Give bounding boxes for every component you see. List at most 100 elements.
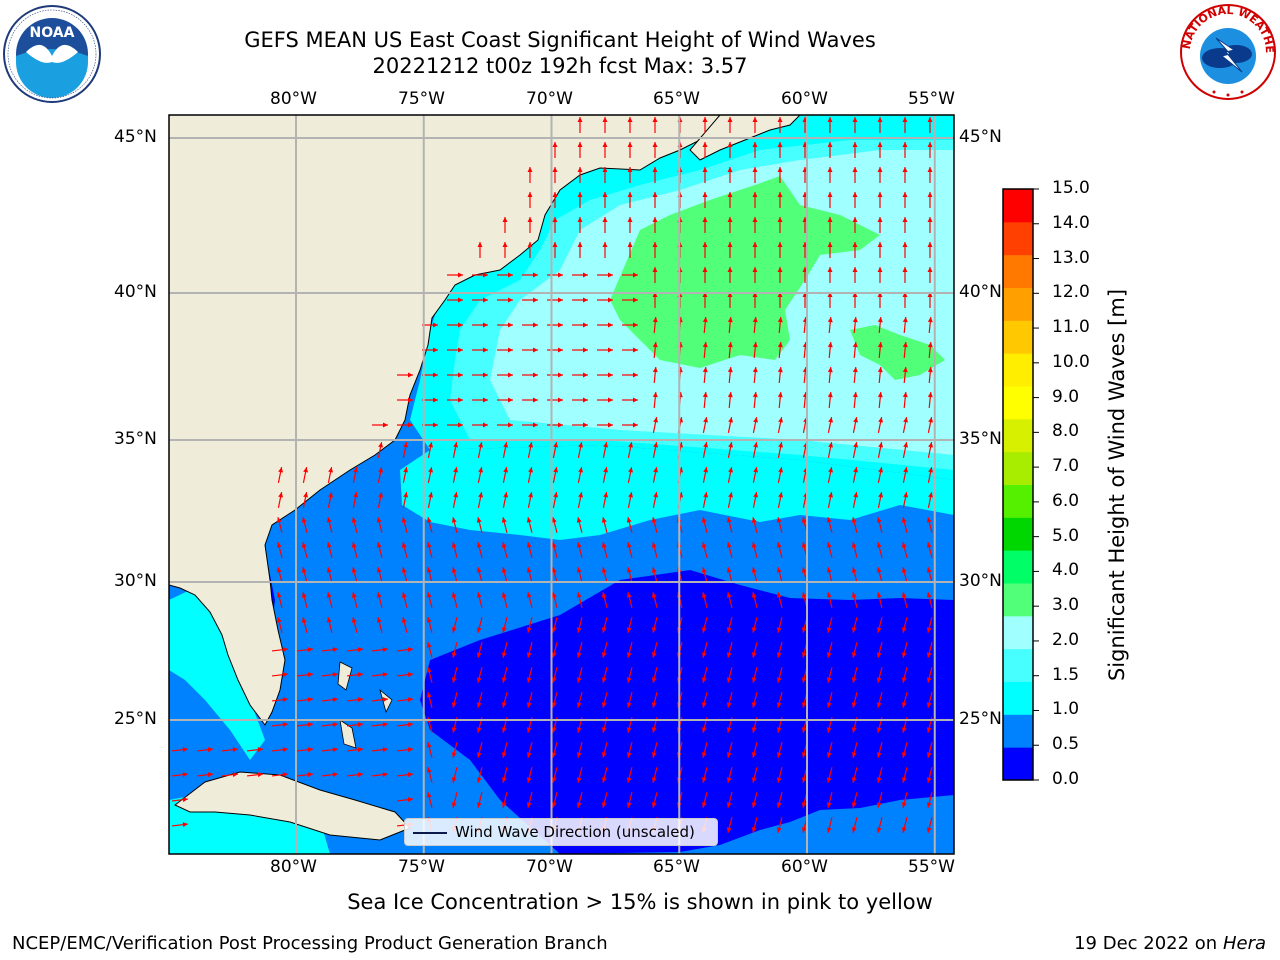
wave-arrow bbox=[902, 142, 908, 158]
wave-arrow bbox=[652, 217, 658, 233]
wave-arrow bbox=[626, 767, 633, 783]
nws-logo: NATIONAL WEATHER SERVICE bbox=[1178, 2, 1276, 100]
wave-arrow bbox=[876, 617, 883, 633]
wave-arrow bbox=[377, 467, 384, 483]
wave-arrow bbox=[827, 391, 833, 409]
wave-arrow bbox=[451, 592, 458, 608]
wave-arrow bbox=[702, 391, 708, 409]
wave-arrow bbox=[296, 772, 314, 778]
wave-arrow bbox=[876, 642, 883, 658]
wave-arrow bbox=[351, 567, 358, 583]
wave-arrow bbox=[902, 117, 908, 133]
wave-arrow bbox=[501, 692, 508, 708]
wave-arrow bbox=[276, 567, 283, 583]
wave-arrow bbox=[597, 397, 613, 403]
wave-arrow bbox=[726, 592, 733, 608]
wave-arrow bbox=[702, 316, 708, 334]
wave-arrow bbox=[827, 492, 834, 508]
wave-arrow bbox=[376, 592, 383, 608]
wave-arrow bbox=[651, 517, 658, 533]
wave-arrow bbox=[522, 422, 538, 428]
sea-ice-note: Sea Ice Concentration > 15% is shown in … bbox=[347, 890, 933, 914]
wave-arrow bbox=[752, 292, 758, 308]
wave-arrow bbox=[852, 492, 859, 508]
wave-arrow bbox=[371, 672, 389, 678]
wave-arrow bbox=[627, 117, 633, 133]
wave-arrow bbox=[552, 142, 558, 158]
wave-arrow bbox=[451, 617, 458, 633]
wave-arrow bbox=[826, 692, 833, 708]
wave-arrow bbox=[622, 422, 638, 428]
wave-arrow bbox=[926, 542, 933, 558]
wave-arrow bbox=[476, 567, 483, 583]
wave-arrow bbox=[877, 217, 883, 233]
wave-arrow bbox=[651, 742, 658, 758]
wave-arrow bbox=[301, 617, 308, 633]
wave-arrow bbox=[271, 697, 289, 703]
wave-arrow bbox=[726, 792, 733, 808]
wave-arrow bbox=[926, 817, 933, 833]
wave-arrow bbox=[447, 422, 463, 428]
wave-arrow bbox=[876, 792, 883, 808]
wave-arrow bbox=[601, 592, 608, 608]
colorbar-cell bbox=[1003, 681, 1033, 715]
wave-arrow bbox=[472, 422, 488, 428]
wave-arrow bbox=[426, 567, 433, 583]
wave-arrow bbox=[547, 372, 563, 378]
wave-arrow bbox=[551, 667, 558, 683]
wave-arrow bbox=[827, 341, 833, 359]
wave-arrow bbox=[276, 592, 283, 608]
wave-arrow bbox=[622, 322, 638, 328]
wave-arrow bbox=[702, 467, 709, 483]
wave-arrow bbox=[551, 592, 558, 608]
wave-arrow bbox=[701, 667, 708, 683]
wave-arrow bbox=[726, 667, 733, 683]
wave-arrow bbox=[626, 742, 633, 758]
wave-arrow bbox=[597, 322, 613, 328]
wave-arrow bbox=[701, 742, 708, 758]
wave-arrow bbox=[401, 592, 408, 608]
wave-arrow bbox=[576, 567, 583, 583]
wave-arrow bbox=[472, 297, 488, 303]
wave-arrow bbox=[702, 442, 709, 458]
wave-arrow bbox=[472, 322, 488, 328]
wave-arrow bbox=[476, 642, 483, 658]
wave-arrow bbox=[622, 297, 638, 303]
wave-arrow bbox=[326, 542, 333, 558]
wave-arrow bbox=[852, 167, 858, 183]
wave-arrow bbox=[572, 347, 588, 353]
noaa-logo: NOAA bbox=[3, 5, 101, 103]
wave-arrow bbox=[401, 517, 408, 533]
lon-label: 55°W bbox=[908, 857, 955, 877]
wave-arrow bbox=[927, 442, 934, 458]
wave-arrow bbox=[547, 322, 563, 328]
wave-arrow bbox=[702, 292, 708, 308]
wave-arrow bbox=[601, 542, 608, 558]
lat-label: 40°N bbox=[114, 282, 157, 302]
wave-arrow bbox=[877, 192, 883, 208]
wave-arrow bbox=[426, 742, 433, 758]
wave-arrow bbox=[302, 492, 309, 508]
wave-arrow bbox=[777, 492, 784, 508]
wave-arrow bbox=[927, 316, 933, 334]
wave-arrow bbox=[371, 772, 389, 778]
wave-arrow bbox=[577, 217, 583, 233]
colorbar-cell bbox=[1003, 320, 1033, 354]
wave-arrow bbox=[526, 567, 533, 583]
wave-arrow bbox=[602, 167, 608, 183]
wave-arrow bbox=[477, 242, 483, 258]
wave-arrow bbox=[852, 417, 859, 433]
wave-arrow bbox=[276, 617, 283, 633]
wave-arrow bbox=[901, 617, 908, 633]
wave-arrow bbox=[701, 767, 708, 783]
wave-arrow bbox=[426, 792, 433, 808]
wave-arrow bbox=[752, 391, 758, 409]
wave-arrow bbox=[727, 341, 733, 359]
wave-arrow bbox=[852, 267, 858, 283]
wave-arrow bbox=[477, 492, 484, 508]
wave-arrow bbox=[702, 142, 708, 158]
wave-arrow bbox=[902, 467, 909, 483]
colorbar-tick-label: 8.0 bbox=[1052, 421, 1080, 442]
wave-arrow bbox=[777, 292, 783, 308]
wave-arrow bbox=[552, 242, 558, 258]
